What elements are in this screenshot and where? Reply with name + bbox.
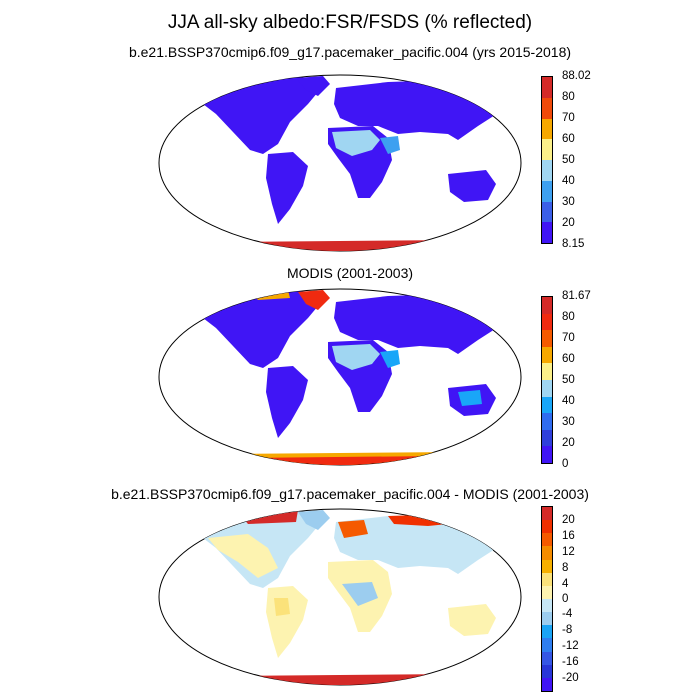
panel3-colorbar [541, 506, 553, 692]
colorbar-label: 70 [562, 112, 575, 124]
panel1-colorbar [541, 76, 553, 244]
colorbar-label: 88.02 [562, 70, 591, 82]
colorbar-label: 20 [562, 217, 575, 229]
panel1-subtitle: b.e21.BSSP370cmip6.f09_g17.pacemaker_pac… [128, 44, 572, 60]
colorbar-label: 80 [562, 311, 575, 323]
colorbar-label: -20 [562, 672, 579, 684]
colorbar-label: 12 [562, 546, 575, 558]
colorbar-label: 70 [562, 332, 575, 344]
swatch [542, 413, 552, 430]
panel1-colorbar-labels: 88.02 80 70 60 50 40 30 20 8.15 [562, 70, 622, 250]
swatch [542, 297, 552, 314]
panel2-greenland [298, 290, 330, 310]
swatch [542, 507, 552, 521]
swatch [542, 585, 552, 599]
panel1-south-america [266, 152, 308, 224]
swatch [542, 664, 552, 678]
colorbar-label: 60 [562, 353, 575, 365]
swatch [542, 97, 552, 119]
swatch [542, 651, 552, 665]
colorbar-label: 0 [562, 458, 569, 470]
colorbar-label: 0 [562, 593, 569, 605]
panel3-na-positive [208, 534, 278, 578]
swatch [542, 160, 552, 181]
panel3-sa-spot [274, 598, 290, 616]
panel2-sahara [332, 344, 380, 370]
colorbar-label: 30 [562, 416, 575, 428]
colorbar-label: 16 [562, 530, 575, 542]
colorbar-label: 8.15 [562, 238, 585, 250]
colorbar-label: -16 [562, 656, 579, 668]
colorbar-label: 40 [562, 395, 575, 407]
panel3-europe [338, 520, 368, 538]
panel1-greenland [296, 76, 330, 96]
colorbar-label: 80 [562, 91, 575, 103]
swatch [542, 222, 552, 243]
panel2-north-america [198, 290, 318, 368]
swatch [542, 598, 552, 613]
swatch [542, 363, 552, 380]
swatch [542, 139, 552, 160]
swatch [542, 330, 552, 347]
panel1-map [158, 74, 522, 252]
swatch [542, 446, 552, 463]
swatch [542, 201, 552, 223]
panel3-australia [448, 604, 496, 636]
colorbar-label: -12 [562, 640, 579, 652]
swatch [542, 638, 552, 652]
colorbar-label: -8 [562, 624, 573, 636]
swatch [542, 429, 552, 447]
swatch [542, 625, 552, 639]
panel2-colorbar [541, 296, 553, 464]
colorbar-label: 20 [562, 437, 575, 449]
panel1-arabia [380, 136, 400, 154]
panel2-colorbar-labels: 81.67 80 70 60 50 40 30 20 0 [562, 290, 622, 470]
swatch [542, 379, 552, 397]
colorbar-label: 60 [562, 133, 575, 145]
colorbar-label: 50 [562, 154, 575, 166]
panel3-africa-cool [342, 582, 378, 606]
panel3-greenland [298, 510, 330, 530]
swatch [542, 180, 552, 202]
panel3-colorbar-labels: 20 16 12 8 4 0 -4 -8 -12 -16 -20 [562, 506, 622, 692]
panel2-south-america [266, 366, 308, 438]
colorbar-label: 30 [562, 196, 575, 208]
swatch [542, 118, 552, 140]
colorbar-label: 8 [562, 562, 569, 574]
panel2-subtitle: MODIS (2001-2003) [286, 265, 414, 281]
panel1-sahara [332, 130, 380, 156]
panel2-antarctica-coast [228, 456, 458, 465]
swatch [542, 677, 552, 691]
panel2-map [158, 288, 522, 466]
colorbar-label: 4 [562, 578, 569, 590]
swatch [542, 572, 552, 586]
colorbar-label: -4 [562, 608, 573, 620]
colorbar-label: 50 [562, 374, 575, 386]
panel3-subtitle: b.e21.BSSP370cmip6.f09_g17.pacemaker_pac… [111, 486, 589, 502]
panel1-antarctica [198, 240, 488, 251]
swatch [542, 346, 552, 364]
panel3-map [158, 508, 522, 686]
swatch [542, 612, 552, 626]
swatch [542, 77, 552, 98]
panel3-antarctica [198, 674, 488, 685]
swatch [542, 396, 552, 414]
swatch [542, 559, 552, 573]
colorbar-label: 20 [562, 514, 575, 526]
colorbar-label: 40 [562, 175, 575, 187]
swatch [542, 546, 552, 560]
swatch [542, 313, 552, 331]
figure-title: JJA all-sky albedo:FSR/FSDS (% reflected… [167, 12, 533, 33]
panel1-north-america [198, 76, 318, 154]
colorbar-label: 81.67 [562, 290, 591, 302]
swatch [542, 520, 552, 534]
swatch [542, 533, 552, 547]
panel1-australia [448, 170, 496, 202]
panel2-arabia [380, 350, 400, 368]
panel2-australia-interior [458, 390, 482, 406]
